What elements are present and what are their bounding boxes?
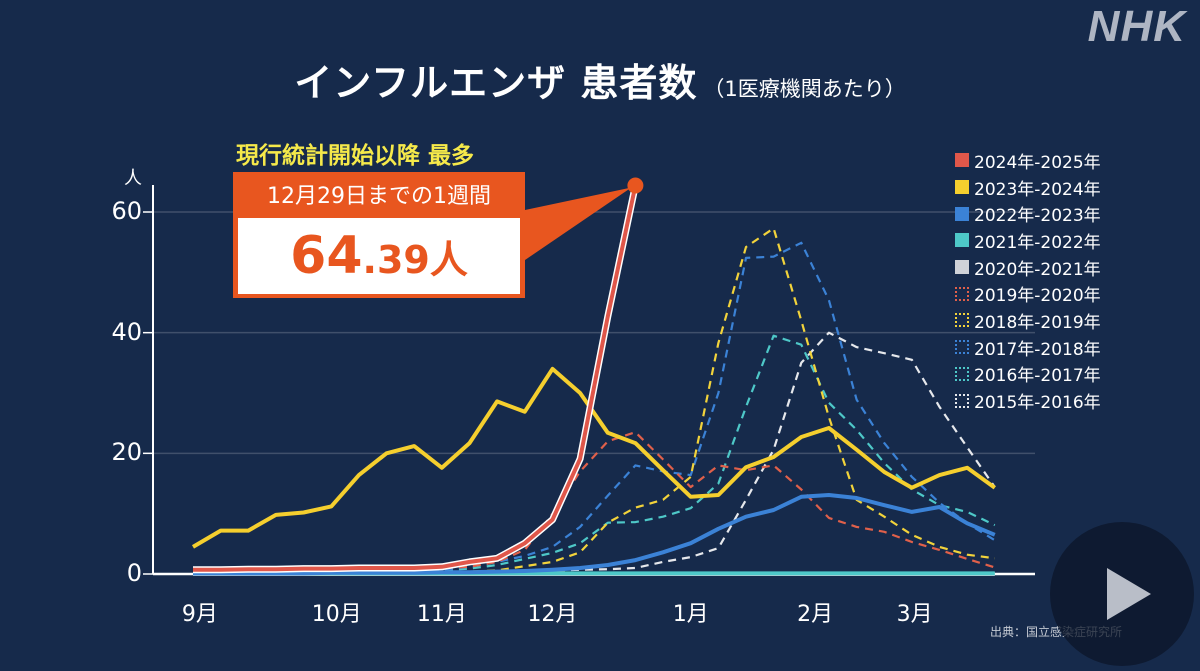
- legend-item: 2018年-2019年: [955, 307, 1101, 334]
- legend-item: 2021年-2022年: [955, 227, 1101, 254]
- legend-label: 2021年-2022年: [974, 232, 1101, 253]
- callout-value-int: 64: [290, 226, 363, 286]
- legend-swatch: [955, 260, 969, 275]
- legend-swatch: [955, 340, 969, 355]
- chart-title-main: インフルエンザ 患者数: [294, 61, 698, 105]
- y-tick-label: 40: [111, 317, 142, 346]
- legend-label: 2018年-2019年: [974, 312, 1101, 333]
- x-tick-label: 12月: [527, 602, 578, 627]
- x-tick-label: 10月: [311, 602, 362, 627]
- chart-title: インフルエンザ 患者数 （1医療機関あたり）: [0, 52, 1200, 107]
- legend-swatch: [955, 366, 969, 381]
- legend-swatch: [955, 286, 969, 301]
- legend-label: 2016年-2017年: [974, 366, 1101, 387]
- y-tick-label: 0: [126, 559, 142, 587]
- series-line-2024-2025: [193, 185, 638, 572]
- legend-item: 2019年-2020年: [955, 280, 1101, 307]
- x-tick-label: 11月: [416, 602, 467, 627]
- legend-label: 2024年-2025年: [974, 152, 1101, 173]
- series-lines: [191, 177, 996, 576]
- legend-item: 2023年-2024年: [955, 174, 1101, 201]
- legend-item: 2020年-2021年: [955, 254, 1101, 281]
- callout-value: 64.39人: [238, 218, 520, 294]
- legend-item: 2016年-2017年: [955, 361, 1101, 388]
- legend-label: 2017年-2018年: [974, 339, 1101, 360]
- legend-item: 2022年-2023年: [955, 200, 1101, 227]
- y-tick-label: 20: [111, 438, 142, 467]
- record-note: 現行統計開始以降 最多: [236, 143, 475, 169]
- nhk-logo: NHK: [1087, 2, 1186, 51]
- legend-label: 2019年-2020年: [974, 286, 1101, 307]
- legend-swatch: [955, 233, 969, 248]
- legend-label: 2015年-2016年: [974, 393, 1101, 414]
- play-icon: [1107, 568, 1151, 620]
- callout-period: 12月29日までの1週間: [267, 184, 491, 209]
- legend-swatch: [955, 393, 969, 408]
- chart-title-sub: （1医療機関あたり）: [703, 77, 906, 101]
- legend-swatch: [955, 206, 969, 221]
- legend-label: 2020年-2021年: [974, 259, 1101, 280]
- callout-pointer: [525, 187, 632, 260]
- legend-label: 2023年-2024年: [974, 179, 1101, 200]
- y-tick-label: 60: [111, 197, 142, 225]
- legend-swatch: [955, 180, 969, 195]
- legend-label: 2022年-2023年: [974, 206, 1101, 227]
- value-callout: 12月29日までの1週間 64.39人: [233, 172, 525, 298]
- x-tick-label: 2月: [797, 602, 834, 627]
- y-axis-unit: 人: [124, 168, 142, 189]
- series-line-2023-2024: [191, 366, 996, 549]
- highlight-point: [627, 177, 644, 194]
- x-tick-label: 1月: [672, 602, 709, 627]
- legend-swatch: [955, 313, 969, 328]
- legend-item: 2024年-2025年: [955, 147, 1101, 174]
- series-line-2022-2023: [193, 493, 996, 576]
- play-button[interactable]: [1050, 522, 1194, 666]
- legend-item: 2015年-2016年: [955, 387, 1101, 414]
- x-tick-label: 3月: [896, 602, 933, 627]
- x-tick-label: 9月: [181, 602, 218, 627]
- legend-swatch: [955, 153, 969, 168]
- legend: 2024年-2025年 2023年-2024年 2022年-2023年 2021年-2…: [955, 147, 1101, 414]
- callout-value-dec: .39人: [362, 238, 468, 282]
- legend-item: 2017年-2018年: [955, 334, 1101, 361]
